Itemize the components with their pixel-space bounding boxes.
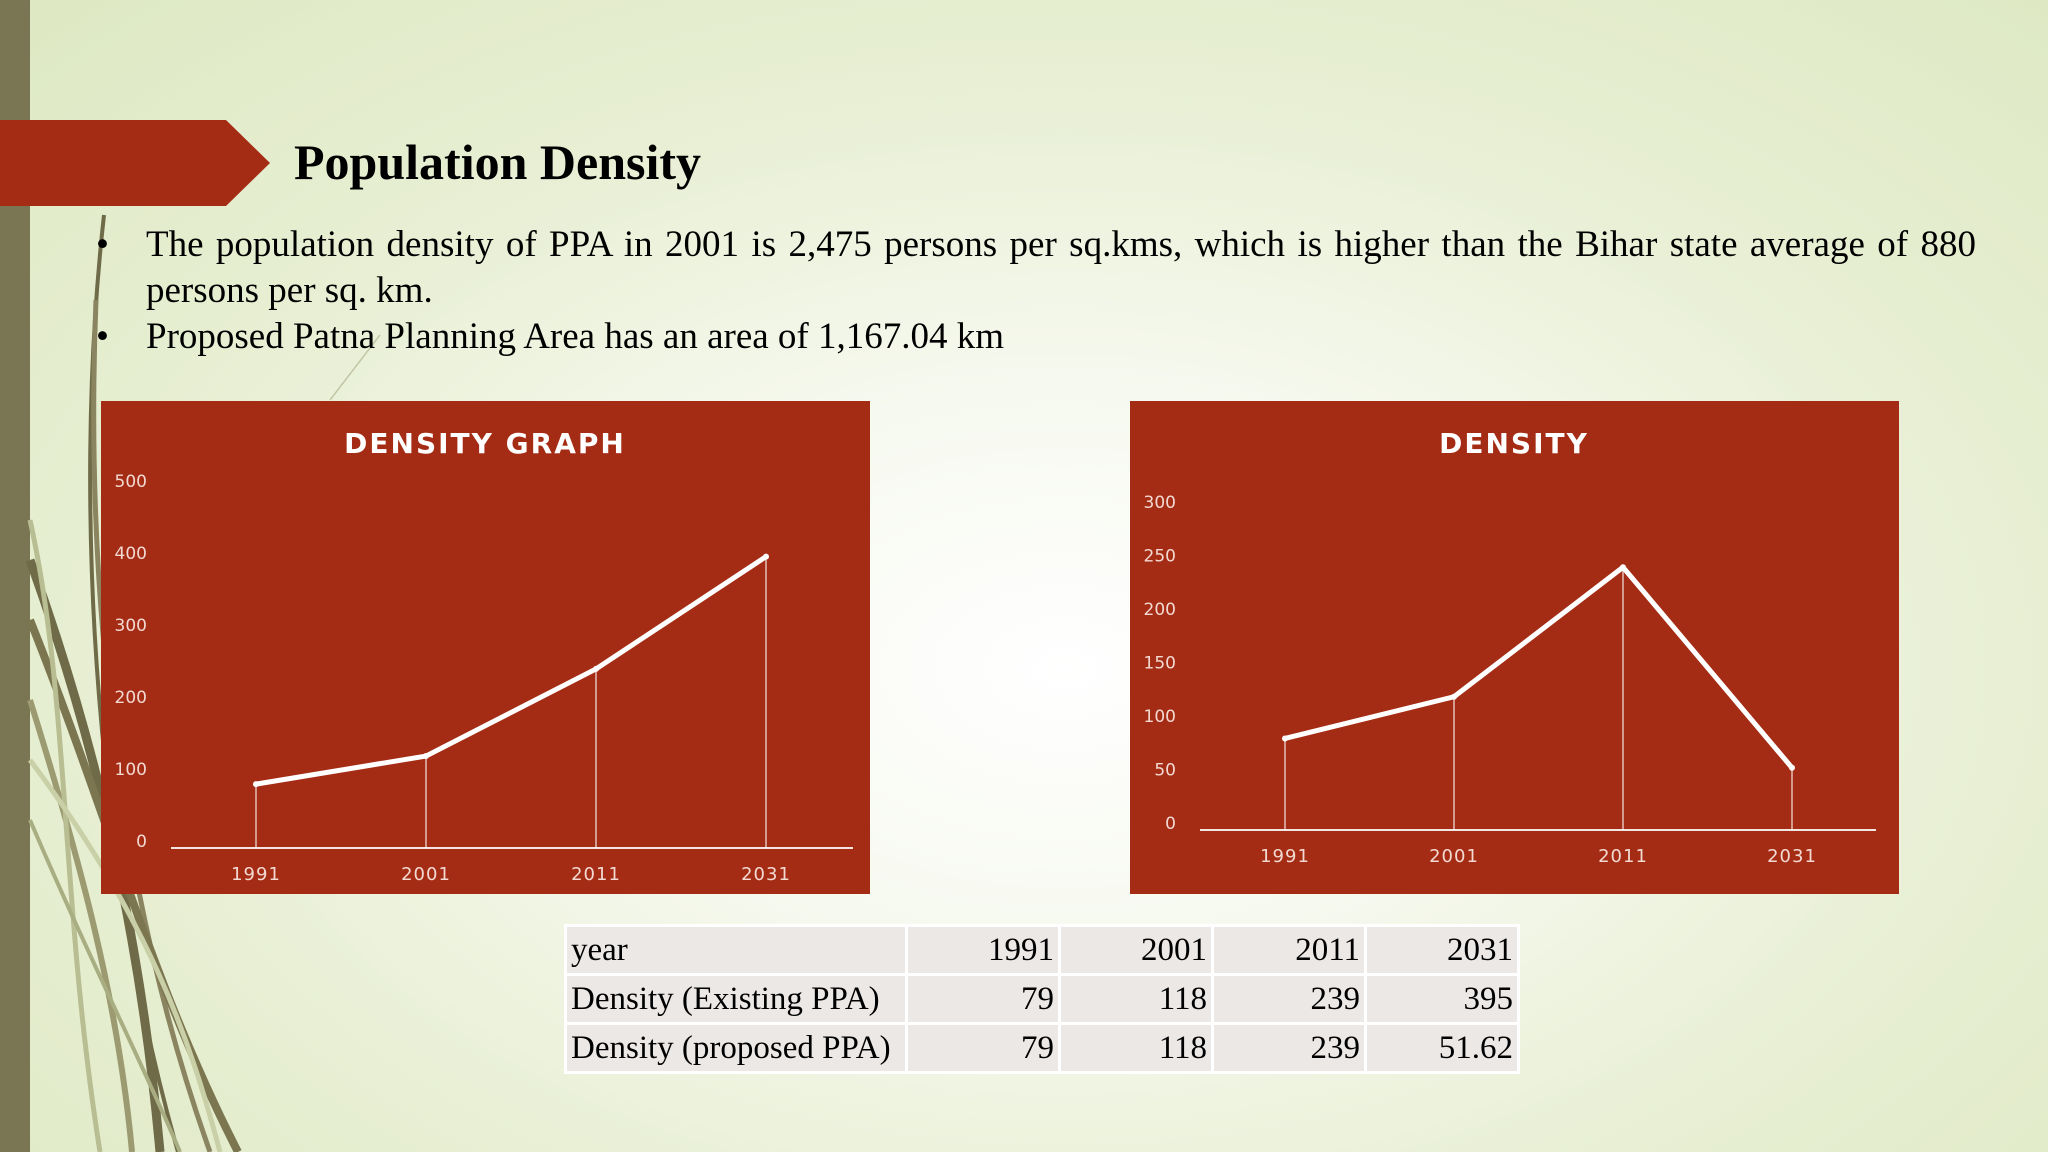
y-tick-label: 300 bbox=[115, 616, 147, 636]
x-tick-label: 1991 bbox=[231, 864, 281, 885]
y-tick-label: 200 bbox=[1144, 600, 1176, 620]
y-tick-label: 200 bbox=[115, 688, 147, 708]
series-line bbox=[1282, 564, 1795, 771]
data-point bbox=[253, 781, 259, 788]
table-cell: 51.62 bbox=[1364, 1022, 1520, 1074]
x-tick-label: 1991 bbox=[1260, 846, 1310, 867]
bullet-list: • The population density of PPA in 2001 … bbox=[96, 222, 1976, 360]
y-tick-label: 0 bbox=[136, 832, 147, 852]
bullet-dot: • bbox=[96, 316, 109, 357]
table-cell: 118 bbox=[1058, 973, 1214, 1025]
x-tick-label: 2031 bbox=[741, 864, 791, 885]
table-row: Density (proposed PPA) 79 118 239 51.62 bbox=[564, 1022, 1520, 1074]
x-tick-label: 2011 bbox=[1598, 846, 1648, 867]
y-tick-label: 50 bbox=[1154, 761, 1176, 781]
table-cell: 395 bbox=[1364, 973, 1520, 1025]
chart-title: DENSITY GRAPH bbox=[344, 427, 626, 460]
density-data-table: year 1991 2001 2011 2031 Density (Existi… bbox=[564, 924, 1520, 1074]
density-graph-svg: DENSITY GRAPH 0 100 200 300 400 500 1991 2001 201… bbox=[115, 427, 853, 885]
table-cell: 1991 bbox=[905, 924, 1061, 976]
density-graph-chart: DENSITY GRAPH 0 100 200 300 400 500 1991 2001 201… bbox=[101, 401, 870, 894]
table-cell: year bbox=[564, 924, 908, 976]
table-header-row: year 1991 2001 2011 2031 bbox=[564, 924, 1520, 976]
bullet-dot: • bbox=[96, 224, 109, 265]
y-tick-label: 100 bbox=[115, 760, 147, 780]
y-tick-label: 150 bbox=[1144, 654, 1176, 674]
bullet-item: • Proposed Patna Planning Area has an ar… bbox=[96, 314, 1976, 360]
slide-title: Population Density bbox=[294, 134, 702, 190]
data-point bbox=[1451, 693, 1457, 700]
x-tick-label: 2001 bbox=[1429, 846, 1479, 867]
y-tick-label: 0 bbox=[1165, 814, 1176, 834]
data-point bbox=[763, 553, 769, 560]
chart-title: DENSITY bbox=[1439, 427, 1589, 460]
table-cell: 2001 bbox=[1058, 924, 1214, 976]
x-tick-label: 2011 bbox=[571, 864, 621, 885]
table-cell: 2031 bbox=[1364, 924, 1520, 976]
series-line bbox=[253, 554, 769, 787]
table-cell: 79 bbox=[905, 1022, 1061, 1074]
bullet-text: The population density of PPA in 2001 is… bbox=[146, 224, 1976, 311]
table-cell: 239 bbox=[1211, 1022, 1367, 1074]
bullet-text: Proposed Patna Planning Area has an area… bbox=[146, 316, 1005, 357]
y-tick-label: 250 bbox=[1144, 547, 1176, 567]
data-point bbox=[593, 665, 599, 672]
table-cell: Density (Existing PPA) bbox=[564, 973, 908, 1025]
x-tick-label: 2031 bbox=[1767, 846, 1817, 867]
y-tick-label: 400 bbox=[115, 544, 147, 564]
data-point bbox=[1620, 564, 1626, 571]
bullet-item: • The population density of PPA in 2001 … bbox=[96, 222, 1976, 314]
table-cell: 79 bbox=[905, 973, 1061, 1025]
density-chart: DENSITY 0 50 100 150 200 250 300 1991 2001 2011 203… bbox=[1130, 401, 1899, 894]
y-tick-label: 300 bbox=[1144, 493, 1176, 513]
table-cell: 118 bbox=[1058, 1022, 1214, 1074]
data-point bbox=[1282, 735, 1288, 742]
table-cell: 239 bbox=[1211, 973, 1367, 1025]
table-row: Density (Existing PPA) 79 118 239 395 bbox=[564, 973, 1520, 1025]
data-point bbox=[423, 753, 429, 760]
table-cell: Density (proposed PPA) bbox=[564, 1022, 908, 1074]
x-tick-label: 2001 bbox=[401, 864, 451, 885]
density-svg: DENSITY 0 50 100 150 200 250 300 1991 2001 2011 203… bbox=[1144, 427, 1876, 867]
title-arrow-banner bbox=[0, 120, 270, 206]
y-tick-label: 500 bbox=[115, 472, 147, 492]
y-tick-label: 100 bbox=[1144, 707, 1176, 727]
data-point bbox=[1789, 764, 1795, 771]
table-cell: 2011 bbox=[1211, 924, 1367, 976]
